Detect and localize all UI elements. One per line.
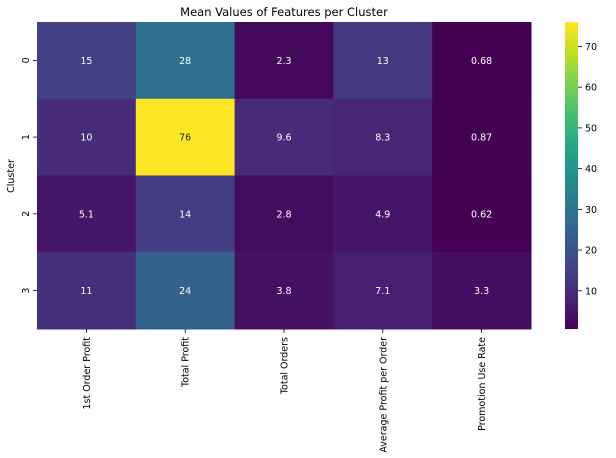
y-axis-label: Cluster [6,159,17,193]
colorbar-tick-label-5: 60 [585,83,597,94]
cell-label-r0-c1: 28 [179,56,191,67]
x-tick-label-3: Average Profit per Order [378,337,389,453]
heatmap-cells [37,22,532,330]
cell-label-r2-c1: 14 [179,209,191,220]
y-tick-label-1: 1 [21,134,32,140]
cell-label-r2-c0: 5.1 [79,209,94,220]
heatmap-cell-labels: 15 28 2.3 13 0.68 10 76 9.6 8.3 0.87 5.1 14 2.8 4.9 0.… [79,56,492,297]
colorbar-tick-label-1: 20 [585,246,597,257]
cell-label-r3-c1: 24 [179,286,191,297]
cell-label-r1-c2: 9.6 [276,133,291,144]
cell-label-r0-c4: 0.68 [471,56,492,67]
heatmap-cell-r1-c4 [432,98,532,176]
cell-label-r2-c2: 2.8 [276,209,291,220]
colorbar-tick-label-0: 10 [585,286,597,297]
heatmap-cell-r2-c4 [432,175,532,253]
cell-label-r2-c4: 0.62 [471,209,492,220]
y-tick-label-0: 0 [21,57,32,63]
x-tick-label-4: Promotion Use Rate [477,337,488,431]
x-tick-label-0: 1st Order Profit [82,337,93,410]
x-tick-label-1: Total Profit [181,337,192,388]
cell-label-r3-c3: 7.1 [375,286,390,297]
colorbar: 10 20 30 40 50 60 70 [565,22,597,329]
heatmap-cell-r1-c0 [37,98,137,176]
heatmap-cell-r0-c2 [234,22,334,100]
x-axis-ticks: 1st Order Profit Total Profit Total Orders… [82,329,488,453]
heatmap-cell-r0-c0 [37,22,137,100]
cell-label-r0-c0: 15 [80,56,92,67]
cell-label-r0-c3: 13 [377,56,389,67]
heatmap-cell-r2-c0 [37,175,137,253]
heatmap-cell-r2-c2 [234,175,334,253]
heatmap-cell-r3-c1 [135,252,236,330]
heatmap-cell-r2-c1 [135,175,236,253]
colorbar-tick-label-3: 40 [585,164,597,175]
cell-label-r2-c3: 4.9 [375,209,390,220]
y-tick-label-3: 3 [21,288,32,294]
colorbar-tick-label-4: 50 [585,123,597,134]
heatmap-cell-r3-c2 [234,252,334,330]
colorbar-tick-label-2: 30 [585,205,597,216]
x-tick-label-2: Total Orders [280,337,291,395]
colorbar-gradient [565,22,578,329]
heatmap-cell-r0-c4 [432,22,532,100]
chart-title: Mean Values of Features per Cluster [180,5,388,19]
cell-label-r1-c0: 10 [80,133,92,144]
heatmap-cell-r1-c2 [234,98,334,176]
heatmap-cell-r2-c3 [333,175,433,253]
cell-label-r1-c1: 76 [179,133,191,144]
heatmap-cell-r3-c3 [333,252,433,330]
cell-label-r3-c2: 3.8 [276,286,291,297]
colorbar-tick-label-6: 70 [585,42,597,53]
heatmap-cell-r1-c1 [135,98,236,176]
cell-label-r1-c3: 8.3 [375,133,390,144]
heatmap-cell-r3-c4 [432,252,532,330]
cell-label-r1-c4: 0.87 [471,133,492,144]
cell-label-r3-c4: 3.3 [474,286,489,297]
cell-label-r0-c2: 2.3 [276,56,291,67]
heatmap-cell-r0-c1 [135,22,236,100]
y-tick-label-2: 2 [21,211,32,217]
heatmap-cell-r3-c0 [37,252,137,330]
y-axis-ticks: 0 1 2 3 [21,57,37,294]
heatmap-cell-r0-c3 [333,22,433,100]
heatmap-cell-r1-c3 [333,98,433,176]
cell-label-r3-c0: 11 [80,286,92,297]
